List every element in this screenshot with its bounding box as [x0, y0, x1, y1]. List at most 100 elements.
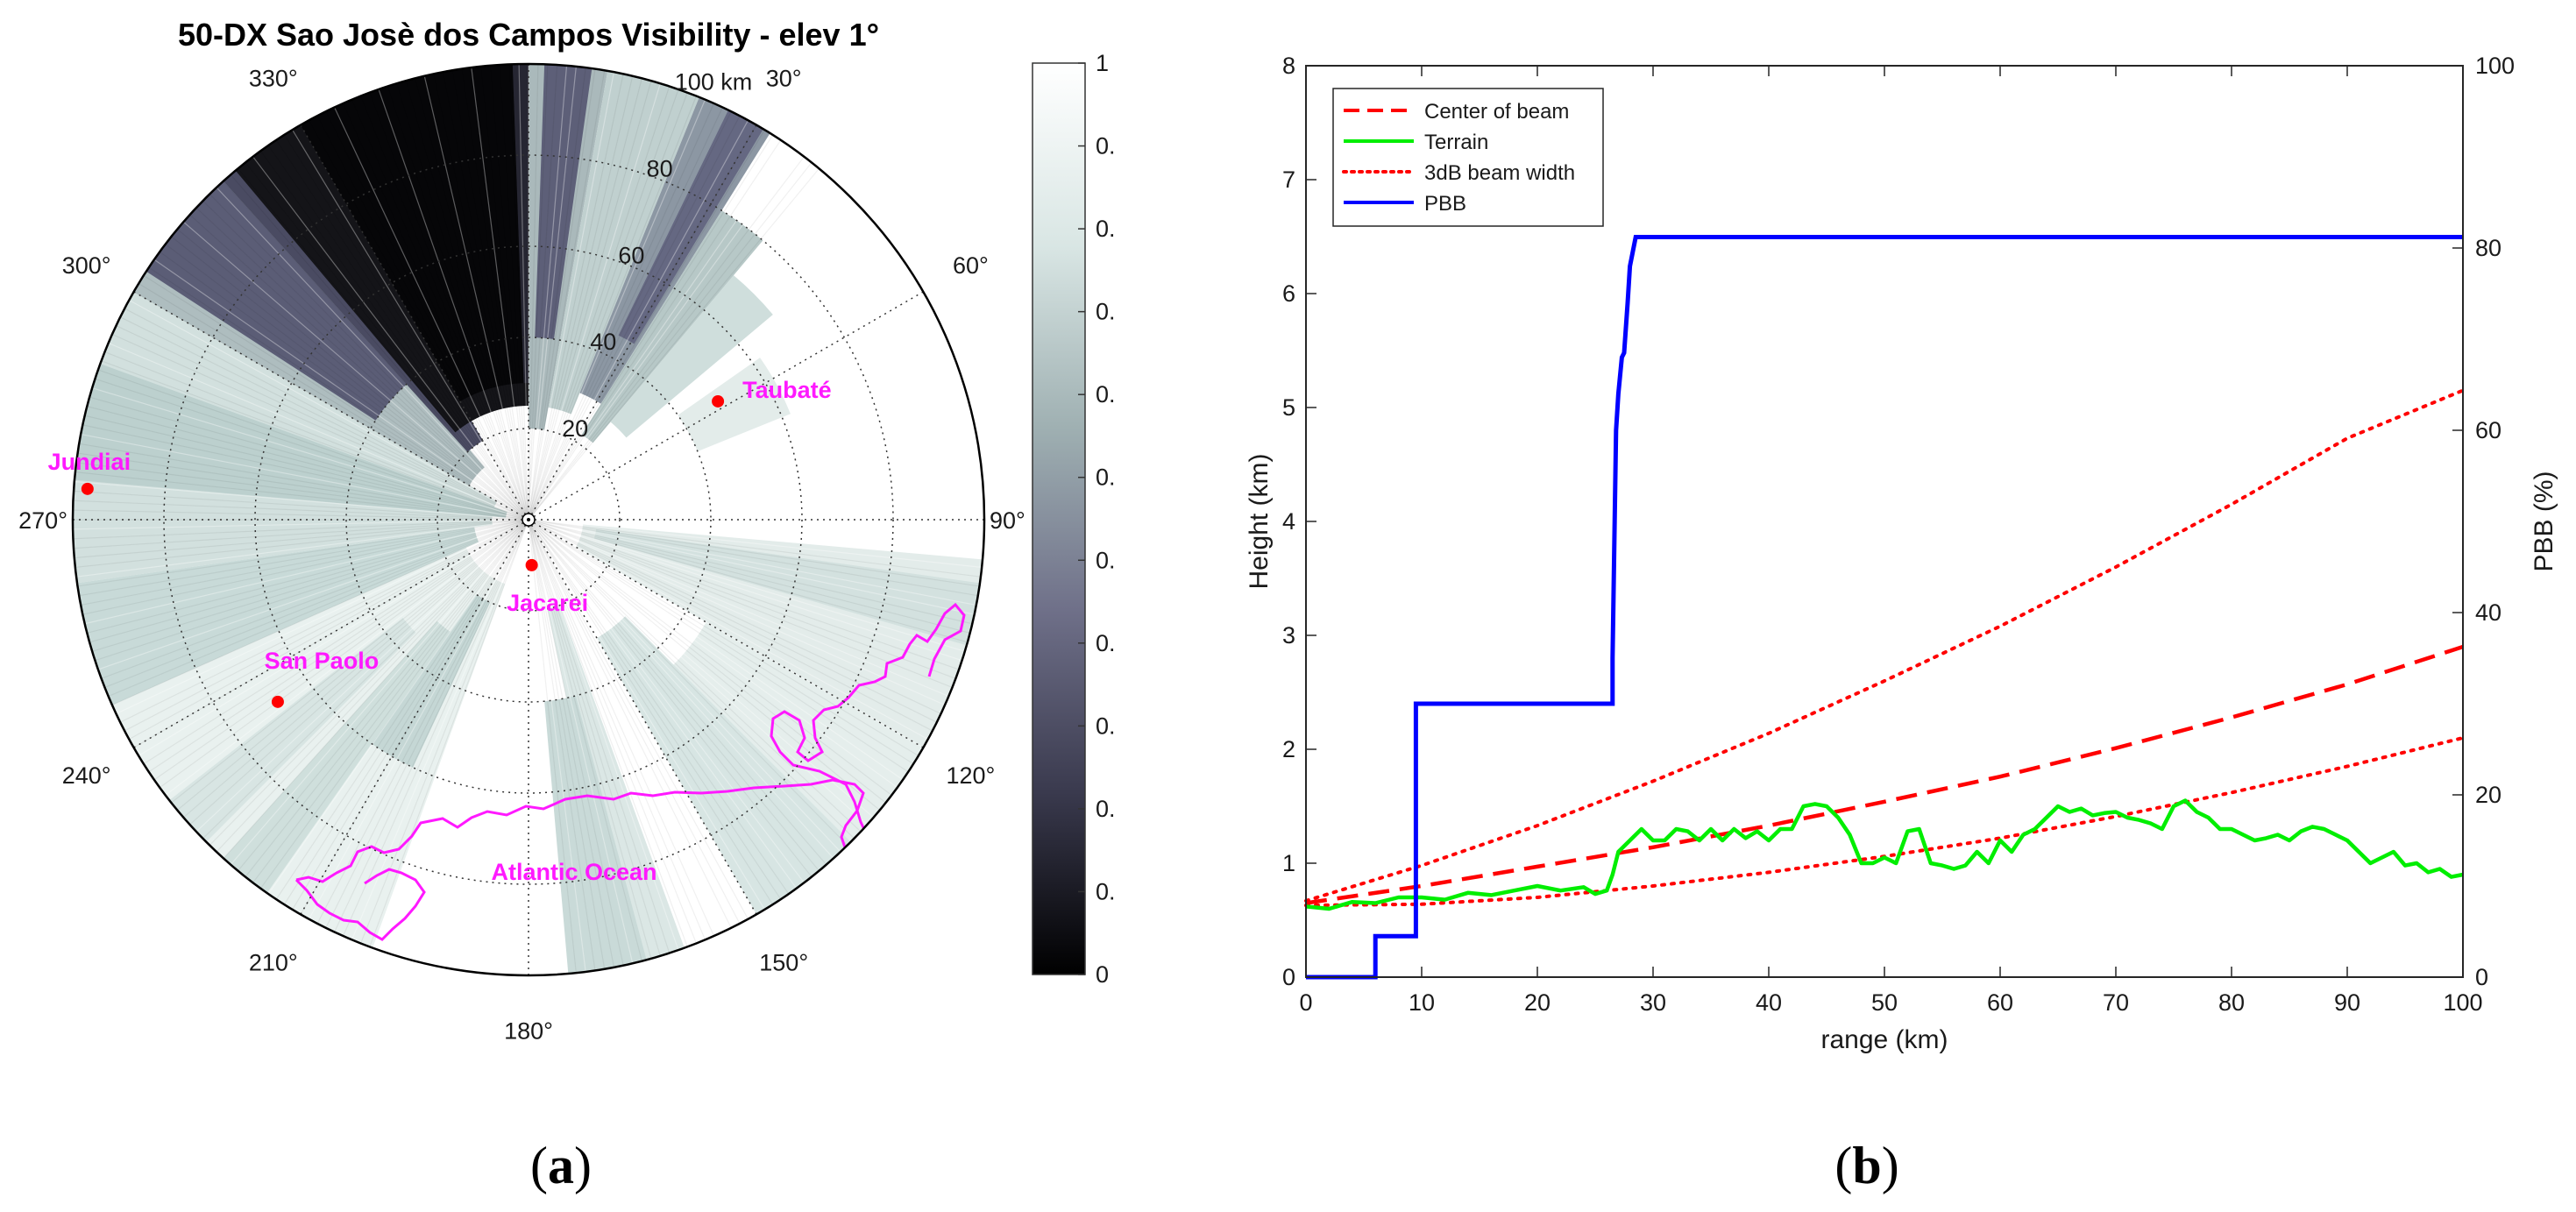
visibility-streak [292, 129, 529, 521]
visibility-streak [129, 299, 529, 521]
polar-outer-ring [71, 62, 986, 977]
visibility-streak [528, 110, 732, 521]
polar-grid [73, 64, 984, 975]
visibility-streak [267, 519, 529, 895]
visibility-streak [165, 519, 529, 796]
visibility-wedge [301, 64, 524, 401]
visibility-streak [104, 519, 529, 688]
visibility-streak [528, 86, 671, 521]
visibility-streak [360, 519, 529, 944]
azimuth-spoke [300, 519, 529, 915]
colorbar-tick-label: 1 [1096, 50, 1109, 76]
visibility-sector-wedges [73, 64, 983, 975]
visibility-streak [176, 229, 529, 521]
visibility-streak [528, 519, 671, 953]
x-tick-label: 40 [1756, 989, 1782, 1016]
visibility-streak [267, 145, 529, 521]
visibility-streak [528, 92, 688, 521]
visibility-streak [433, 74, 529, 521]
place-marker [712, 394, 725, 408]
visibility-streak [129, 519, 529, 741]
visibility-streak [528, 99, 706, 521]
place-marker [271, 695, 284, 708]
series-center-of-beam [1305, 644, 2464, 905]
visibility-streak [528, 519, 983, 568]
visibility-streak [528, 139, 782, 521]
visibility-streak [325, 519, 529, 929]
visibility-streak [76, 462, 529, 521]
range-ring [163, 154, 894, 885]
visibility-streak [189, 519, 529, 826]
range-ring [436, 428, 621, 612]
visibility-streak [528, 64, 558, 521]
visibility-streak [195, 207, 529, 521]
visibility-streak [119, 316, 529, 521]
y2-tick-label: 80 [2475, 235, 2501, 261]
colorbar [1032, 62, 1086, 975]
angle-label: 60° [953, 252, 989, 279]
visibility-streak [528, 519, 834, 859]
visibility-streak [528, 519, 886, 804]
visibility-streak [252, 519, 529, 883]
visibility-streak [119, 519, 529, 723]
visibility-streak [153, 259, 529, 521]
y2-tick-label: 100 [2475, 53, 2515, 79]
colorbar-tick-label: 0. [1096, 299, 1116, 325]
visibility-streak [528, 74, 624, 521]
visibility-streak [387, 86, 529, 521]
visibility-streak [360, 96, 529, 521]
angle-label: 210° [249, 949, 298, 975]
visibility-streak [499, 64, 529, 521]
caption-b: (b) [1834, 1137, 1898, 1194]
visibility-streak [528, 519, 679, 951]
visibility-streak [189, 214, 529, 521]
visibility-streak [216, 187, 529, 521]
visibility-streak [528, 129, 765, 521]
x-tick-label: 30 [1640, 989, 1666, 1016]
visibility-streak [508, 64, 529, 521]
visibility-streak [308, 120, 529, 521]
visibility-streak [528, 519, 949, 698]
visibility-streak [275, 519, 529, 900]
series-pbb [1306, 235, 2463, 980]
coastline-west [295, 868, 426, 941]
visibility-streak [528, 75, 634, 521]
visibility-streak [74, 480, 529, 521]
range-label: 80 [647, 155, 673, 181]
visibility-streak [528, 519, 634, 964]
visibility-streak [528, 65, 568, 521]
visibility-streak [528, 519, 841, 853]
visibility-streak [81, 433, 529, 521]
visibility-streak [528, 80, 652, 521]
visibility-streak [73, 519, 529, 530]
visibility-streak [81, 519, 529, 606]
visibility-streak [116, 325, 529, 521]
x-axis-label: range (km) [1820, 1025, 1948, 1054]
visibility-streak [334, 519, 529, 932]
visibility-streak [89, 519, 529, 643]
y-tick-label: 2 [1282, 736, 1295, 762]
visibility-streak [528, 89, 679, 521]
visibility-streak [528, 519, 904, 781]
visibility-streak [480, 66, 529, 521]
visibility-wedge [169, 618, 416, 842]
visibility-streak [528, 519, 723, 932]
angle-label: 180° [504, 1017, 553, 1044]
caption-a-close: ) [574, 1137, 592, 1194]
visibility-streak [528, 83, 661, 521]
visibility-wedge [548, 70, 699, 415]
visibility-streak [124, 519, 529, 732]
visibility-streak [159, 519, 529, 789]
visibility-streak [111, 333, 529, 521]
visibility-streak [104, 351, 529, 521]
visibility-streak [148, 519, 529, 773]
visibility-streak [528, 519, 642, 961]
visibility-streak [528, 519, 965, 652]
visibility-streak [528, 519, 938, 723]
visibility-streak [528, 115, 741, 521]
visibility-streak [528, 519, 661, 956]
place-marker [525, 558, 538, 571]
visibility-streak [528, 519, 615, 967]
visibility-streak [202, 519, 529, 840]
visibility-streak [528, 64, 549, 521]
